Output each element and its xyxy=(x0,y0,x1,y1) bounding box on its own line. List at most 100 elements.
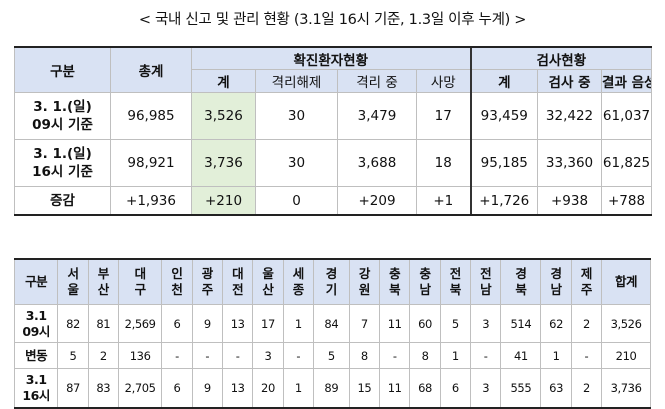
table-cell: 9 xyxy=(191,304,223,343)
table-cell: 2 xyxy=(87,342,119,369)
row-label-line2: 09시 기준 xyxy=(32,117,93,133)
cell-testing: 33,360 xyxy=(537,139,603,187)
header-line1: 전 xyxy=(480,266,492,281)
national-status-table: 구분 총계 확진환자현황 검사현황 계 격리해제 격리 중 사망 계 검사 중 … xyxy=(14,46,653,216)
table-cell: 84 xyxy=(312,304,350,343)
table-cell: 6 xyxy=(439,368,472,409)
header-total: 총계 xyxy=(110,46,192,93)
table-row: 증감 +1,936 +210 0 +209 +1 +1,726 +938 +78… xyxy=(14,186,653,216)
table-row: 3. 1.(일) 16시 기준 98,921 3,736 30 3,688 18… xyxy=(14,139,653,187)
header-sum: 합계 xyxy=(601,258,651,305)
row-label: 3.1 16시 xyxy=(13,368,59,409)
header-line2: 산 xyxy=(97,282,110,297)
table-cell: 82 xyxy=(57,304,89,343)
cell-test-total: 95,185 xyxy=(469,139,539,187)
header-line1: 구분 xyxy=(25,274,48,289)
cell-total: 96,985 xyxy=(110,92,192,140)
row-label-line2: 16시 xyxy=(22,388,51,403)
cell-negative: 61,037 xyxy=(601,92,653,140)
header-line2: 종 xyxy=(292,282,305,297)
table-cell: 6 xyxy=(161,368,193,409)
header-deaths: 사망 xyxy=(415,69,472,93)
table-cell: 8 xyxy=(409,342,441,369)
table-cell: - xyxy=(221,342,254,369)
table-cell: 3 xyxy=(470,304,502,343)
table-cell: 6 xyxy=(161,304,193,343)
row-label-line1: 3. 1.(일) xyxy=(33,146,92,162)
header-test-total: 계 xyxy=(469,69,539,93)
table-cell: 5 xyxy=(439,304,472,343)
header-line2: 울 xyxy=(67,282,79,297)
row-label-line1: 3.1 xyxy=(25,372,47,387)
table-cell: 60 xyxy=(409,304,441,343)
cell-total: +1,936 xyxy=(110,186,192,216)
cell-testing: 32,422 xyxy=(537,92,603,140)
cell-total: 98,921 xyxy=(110,139,192,187)
header-line2: 북 xyxy=(449,282,462,297)
header-line1: 부 xyxy=(97,266,110,281)
header-line1: 합계 xyxy=(614,274,638,289)
header-gubun: 구분 xyxy=(14,46,111,93)
header-line1: 광 xyxy=(201,266,214,281)
table-row: 3. 1.(일) 09시 기준 96,985 3,526 30 3,479 17… xyxy=(14,92,653,140)
table-cell: - xyxy=(191,342,223,369)
table-cell: 514 xyxy=(500,304,542,343)
header-line2: 북 xyxy=(515,282,527,297)
header-line2: 주 xyxy=(201,282,214,297)
header-gubun: 구분 xyxy=(13,258,59,305)
header-line2: 남 xyxy=(550,282,563,297)
table-cell: 11 xyxy=(379,304,411,343)
table-cell: 87 xyxy=(57,368,89,409)
header-line1: 충 xyxy=(389,266,401,281)
row-label-line1: 변동 xyxy=(25,347,48,363)
cell-released: 30 xyxy=(255,139,338,187)
table-cell: 3 xyxy=(252,342,284,369)
table-cell: 1 xyxy=(282,368,314,409)
cell-testing: +938 xyxy=(537,186,603,216)
table-row: 변동 5 2 136- - -3-5 8-8 1-41 1-210 xyxy=(13,342,651,369)
cell-negative: 61,825 xyxy=(601,139,653,187)
table-cell: 11 xyxy=(379,368,411,409)
header-line2: 산 xyxy=(262,282,274,297)
row-label: 변동 xyxy=(13,342,59,369)
table-cell: 2,705 xyxy=(117,368,163,409)
table-cell: 17 xyxy=(252,304,284,343)
header-line1: 울 xyxy=(262,266,274,281)
table-cell: 555 xyxy=(500,368,542,409)
table-cell: 41 xyxy=(500,342,542,369)
regional-status-table: 구분 서 울 부 산 대 구 인 천 광 주 대 전 울 산 세 종 경 기 강 원 충 북 충 남 전 북 전 남 경 북 경 남 제 주 합계 3… xyxy=(13,258,651,409)
header-test-group: 검사현황 xyxy=(469,46,653,70)
header-isolated: 격리 중 xyxy=(337,69,417,93)
row-label-line1: 3.1 xyxy=(25,307,47,323)
header-line2: 기 xyxy=(325,282,338,297)
table-cell: 3,526 xyxy=(601,304,651,343)
table-row: 3.1 16시 87 83 2,705 6 9 13 20 1 89 15 11 68 6 3 555 63 2 3,… xyxy=(13,368,651,409)
header-confirmed-group: 확진환자현황 xyxy=(190,46,472,70)
header-line1: 서 xyxy=(67,266,79,281)
table-cell: 13 xyxy=(221,304,254,343)
cell-released: 0 xyxy=(255,186,338,216)
header-line1: 대 xyxy=(232,266,244,281)
header-line2: 남 xyxy=(480,282,492,297)
header-line1: 강 xyxy=(358,266,371,281)
table-cell: 62 xyxy=(540,304,572,343)
table-cell: 68 xyxy=(409,368,441,409)
header-line2: 북 xyxy=(389,282,401,297)
table-cell: 5 xyxy=(312,342,350,369)
header-line1: 경 xyxy=(515,266,527,281)
table-cell: 20 xyxy=(252,368,284,409)
header-line1: 세 xyxy=(292,266,305,281)
table-cell: 81 xyxy=(87,304,119,343)
cell-deaths: +1 xyxy=(415,186,472,216)
table-row: 3.1 09시 82 81 2,569 6 9 13 17 1 84 7 11 60 5 3 514 62 2 3,5… xyxy=(13,304,651,343)
